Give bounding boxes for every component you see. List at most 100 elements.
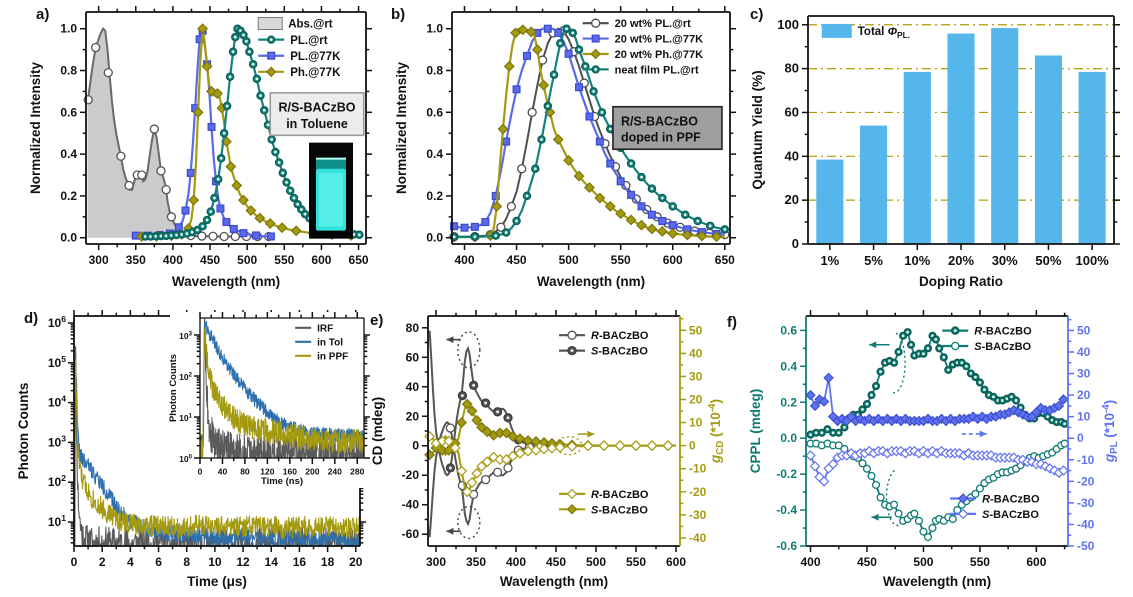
legend: R-BACzBO S-BACzBO xyxy=(950,493,1040,521)
series-abs-rt xyxy=(83,27,274,242)
svg-text:50: 50 xyxy=(689,323,703,337)
axes: 1% 5% 10% 20% 30% 50% 100% 0 20 40 60 80 100 Doping R… xyxy=(750,15,1120,289)
svg-text:-20: -20 xyxy=(689,485,707,499)
series-20-wt-pl-77k xyxy=(450,24,725,238)
svg-text:12: 12 xyxy=(236,555,250,569)
svg-text:550: 550 xyxy=(274,253,294,267)
svg-text:0.0: 0.0 xyxy=(60,231,77,245)
legend: Abs.@rt PL.@rt PL.@77K Ph.@77K xyxy=(257,17,341,79)
svg-text:100: 100 xyxy=(179,453,192,464)
svg-text:-40: -40 xyxy=(1077,517,1095,531)
svg-text:40: 40 xyxy=(218,467,228,477)
svg-text:14: 14 xyxy=(265,555,279,569)
series-r-baczbo-gpl xyxy=(805,372,1069,427)
svg-text:60: 60 xyxy=(785,104,799,119)
svg-text:103: 103 xyxy=(48,433,66,449)
svg-text:400: 400 xyxy=(454,253,474,267)
svg-text:400: 400 xyxy=(506,555,526,569)
panel-label-d: d) xyxy=(24,310,39,327)
svg-text:R-BACzBO: R-BACzBO xyxy=(591,330,649,342)
svg-text:0.8: 0.8 xyxy=(426,64,443,78)
series xyxy=(448,24,730,243)
svg-text:Quantum Yield (%): Quantum Yield (%) xyxy=(750,70,765,189)
svg-text:600: 600 xyxy=(666,555,686,569)
axes: 400 450 500 550 600-0.6-0.4-0.20.00.20.40.6-… xyxy=(748,310,1120,589)
svg-text:Doping Ratio: Doping Ratio xyxy=(919,274,1003,289)
legend: R-BACzBO S-BACzBO xyxy=(559,330,649,358)
svg-text:-30: -30 xyxy=(689,508,707,522)
svg-text:5%: 5% xyxy=(864,253,883,268)
panel-b-chart: 400 450 500 550 600 650 0.0 0.2 0.4 0.6 0.8 1.0 Wave… xyxy=(394,6,736,289)
svg-text:550: 550 xyxy=(611,253,631,267)
series xyxy=(83,23,364,242)
svg-text:IRF: IRF xyxy=(317,323,333,334)
svg-text:20 wt% PL.@77K: 20 wt% PL.@77K xyxy=(615,34,703,46)
panel-f-chart: 400 450 500 550 600-0.6-0.4-0.20.00.20.40.6-… xyxy=(748,310,1120,589)
svg-text:-0.6: -0.6 xyxy=(776,539,797,553)
svg-text:Total ΦPL.: Total ΦPL. xyxy=(858,26,910,40)
svg-text:16: 16 xyxy=(293,555,307,569)
svg-text:650: 650 xyxy=(715,253,735,267)
svg-text:550: 550 xyxy=(626,555,646,569)
svg-text:650: 650 xyxy=(349,253,369,267)
svg-text:0.2: 0.2 xyxy=(780,395,797,409)
bar-100% xyxy=(1078,71,1106,245)
svg-text:450: 450 xyxy=(546,555,566,569)
svg-text:2: 2 xyxy=(99,555,106,569)
svg-text:-0.4: -0.4 xyxy=(776,503,797,517)
svg-text:350: 350 xyxy=(466,555,486,569)
svg-text:PL.@rt: PL.@rt xyxy=(290,35,328,47)
svg-text:0: 0 xyxy=(689,439,696,453)
svg-text:18: 18 xyxy=(321,555,335,569)
svg-text:20 wt% PL.@rt: 20 wt% PL.@rt xyxy=(615,18,691,30)
svg-text:8: 8 xyxy=(183,555,190,569)
annotation-box: R/S-BACzBO doped in PPF xyxy=(612,105,723,151)
svg-text:-40: -40 xyxy=(689,531,707,545)
svg-text:80: 80 xyxy=(785,61,799,76)
svg-text:30%: 30% xyxy=(992,253,1018,268)
svg-text:240: 240 xyxy=(328,467,342,477)
svg-text:Ph.@77K: Ph.@77K xyxy=(290,67,341,79)
svg-text:in Tol: in Tol xyxy=(317,337,343,348)
annotation-cuvette xyxy=(309,142,353,239)
svg-text:500: 500 xyxy=(913,555,933,569)
svg-text:20 wt% Ph.@77K: 20 wt% Ph.@77K xyxy=(615,49,703,61)
annotation-box: R/S-BACzBO in Toluene xyxy=(269,92,365,137)
panel-d-inset-chart: 0 40 80 120 160 200 240 280 100 101 102 103 Time (ns… xyxy=(168,312,370,488)
svg-text:-10: -10 xyxy=(689,462,707,476)
svg-text:103: 103 xyxy=(179,330,192,341)
svg-text:R/S-BACzBO: R/S-BACzBO xyxy=(621,114,698,128)
panel-label-e: e) xyxy=(370,312,384,329)
svg-text:0: 0 xyxy=(1077,431,1084,445)
svg-text:0.6: 0.6 xyxy=(780,323,797,337)
svg-text:-40: -40 xyxy=(402,498,420,512)
svg-text:300: 300 xyxy=(426,555,446,569)
svg-text:106: 106 xyxy=(48,314,66,330)
svg-text:S-BACzBO: S-BACzBO xyxy=(974,341,1031,353)
svg-text:500: 500 xyxy=(586,555,606,569)
svg-text:0.4: 0.4 xyxy=(426,147,443,161)
svg-text:0: 0 xyxy=(198,467,203,477)
svg-text:30: 30 xyxy=(689,369,703,383)
svg-text:0.4: 0.4 xyxy=(60,147,77,161)
svg-text:450: 450 xyxy=(200,253,220,267)
series xyxy=(73,346,361,548)
svg-text:101: 101 xyxy=(48,513,66,529)
svg-text:Normalized Intensity: Normalized Intensity xyxy=(28,61,43,194)
svg-text:doped in PPF: doped in PPF xyxy=(621,131,701,145)
panel-label-f: f) xyxy=(727,314,737,331)
svg-text:R-BACzBO: R-BACzBO xyxy=(974,326,1032,338)
series xyxy=(805,328,1069,542)
svg-text:Wavelength (nm): Wavelength (nm) xyxy=(172,274,280,289)
svg-text:in PPF: in PPF xyxy=(317,351,348,362)
svg-text:105: 105 xyxy=(48,354,66,370)
svg-text:Wavelength (nm): Wavelength (nm) xyxy=(500,574,608,589)
svg-text:20: 20 xyxy=(785,192,799,207)
series xyxy=(424,330,676,538)
svg-text:10: 10 xyxy=(1077,410,1091,424)
svg-text:S-BACzBO: S-BACzBO xyxy=(591,504,648,516)
annotation-arrow xyxy=(961,430,987,438)
series xyxy=(816,28,1106,245)
svg-text:in Toluene: in Toluene xyxy=(286,117,348,131)
